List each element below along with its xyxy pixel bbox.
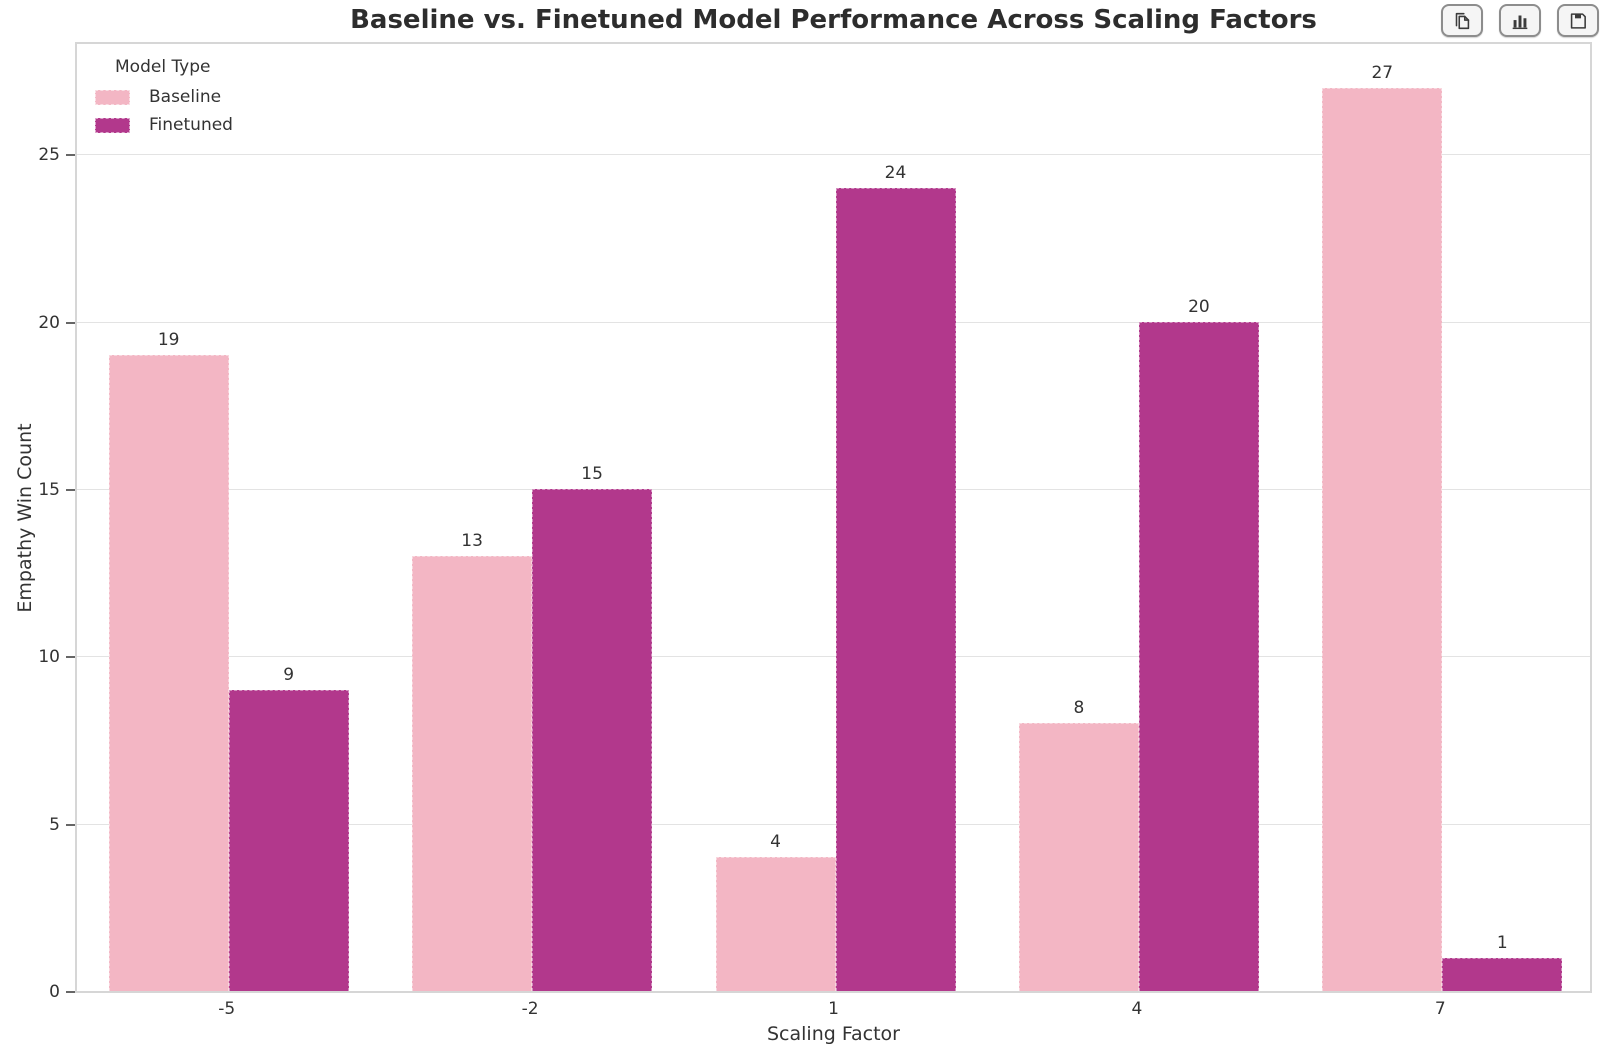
gridline	[77, 321, 1590, 323]
bar-value-label: 1	[1496, 932, 1508, 953]
x-tick-label: -2	[521, 999, 539, 1019]
bar-value-label: 20	[1188, 296, 1210, 317]
bar-value-label: 4	[770, 832, 781, 853]
y-tick-label: 0	[49, 982, 60, 1002]
plot-area: 19 9 13 15 4 24 8 20 27 1 Model Type Baseline Fine…	[75, 42, 1592, 993]
legend: Model Type Baseline Finetuned	[95, 56, 233, 139]
bar-baseline	[1322, 87, 1443, 991]
gridline	[77, 154, 1590, 156]
bar-baseline	[412, 556, 533, 991]
legend-label: Baseline	[149, 87, 222, 107]
gridline	[77, 823, 1590, 825]
bar-value-label: 27	[1371, 62, 1394, 83]
y-tick-mark	[66, 154, 75, 157]
legend-items: Baseline Finetuned	[95, 83, 233, 139]
legend-label: Finetuned	[149, 115, 233, 135]
y-tick-mark	[66, 823, 75, 826]
legend-title: Model Type	[115, 57, 211, 77]
copy-icon	[1451, 10, 1473, 32]
bar-chart-button[interactable]	[1499, 4, 1541, 37]
x-tick-label: -5	[218, 999, 236, 1019]
save-button[interactable]	[1557, 4, 1599, 37]
y-tick-label: 20	[38, 312, 60, 333]
bar-chart-icon	[1509, 10, 1531, 32]
legend-swatch-finetuned	[95, 117, 130, 133]
y-tick-label: 15	[38, 480, 60, 501]
bar-value-label: 19	[157, 330, 180, 351]
bar-baseline	[715, 857, 836, 991]
x-tick-label: 4	[1131, 999, 1143, 1019]
bar-finetuned	[1138, 321, 1259, 991]
y-tick-label: 25	[38, 145, 60, 166]
bar-baseline	[108, 355, 229, 991]
x-axis-label: Scaling Factor	[766, 1023, 900, 1045]
y-tick-mark	[66, 991, 75, 993]
legend-item: Baseline	[95, 83, 233, 111]
y-tick-mark	[66, 321, 75, 324]
gridline	[77, 489, 1590, 491]
legend-item: Finetuned	[95, 111, 233, 139]
x-tick-label: 7	[1434, 999, 1446, 1019]
bar-finetuned	[532, 489, 653, 991]
bar-value-label: 9	[283, 664, 295, 685]
chart-title: Baseline vs. Finetuned Model Performance…	[350, 5, 1317, 35]
bar-finetuned	[228, 689, 349, 991]
gridline	[77, 656, 1590, 658]
bar-value-label: 13	[461, 531, 483, 551]
copy-button[interactable]	[1441, 4, 1483, 37]
legend-swatch-baseline	[95, 89, 130, 105]
bar-value-label: 8	[1073, 698, 1085, 719]
y-tick-mark	[66, 656, 75, 659]
bar-value-label: 15	[581, 464, 603, 485]
y-tick-mark	[66, 489, 75, 492]
bar-finetuned	[1442, 957, 1563, 991]
y-axis-label: Empathy Win Count	[14, 423, 36, 613]
y-tick-label: 5	[49, 814, 60, 835]
bar-finetuned	[835, 187, 956, 991]
save-icon	[1567, 10, 1589, 32]
toolbar	[1441, 4, 1599, 37]
y-tick-label: 10	[38, 647, 60, 668]
x-tick-label: 1	[828, 999, 839, 1019]
bar-value-label: 24	[884, 162, 907, 183]
bar-baseline	[1018, 723, 1139, 991]
